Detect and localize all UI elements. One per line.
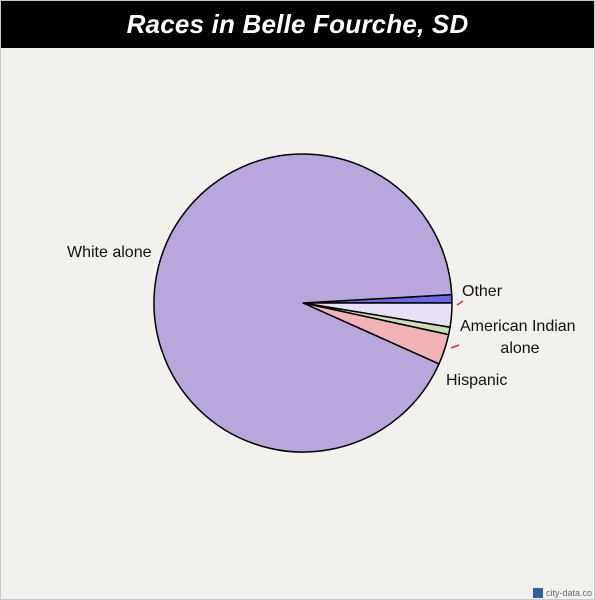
watermark-text: city-data.co (545, 588, 592, 598)
label-other: Other (462, 283, 503, 300)
pie-slices (153, 153, 453, 453)
label-white-alone: White alone (67, 244, 152, 261)
leader-other (456, 300, 464, 306)
leader-green-slice (450, 344, 460, 349)
slice-white-alone (153, 153, 453, 453)
label-hispanic: Hispanic (446, 372, 507, 389)
chart-title: Races in Belle Fourche, SD (126, 9, 469, 39)
city-data-logo-icon (532, 588, 543, 598)
title-bar: Races in Belle Fourche, SD (1, 1, 594, 48)
leader-lines (450, 300, 464, 349)
watermark: city-data.co (532, 588, 592, 598)
label-american-indian-alone: American Indian alone (460, 318, 580, 357)
